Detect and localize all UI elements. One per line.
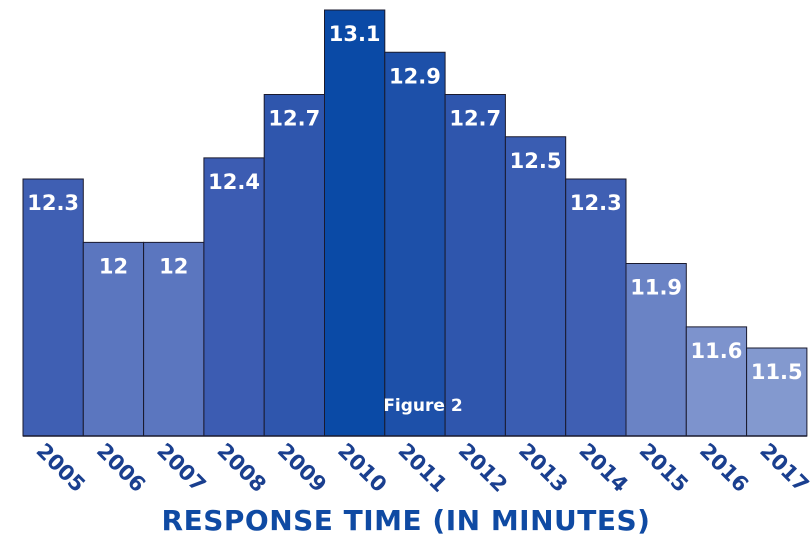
- value-label-2010: 13.1: [329, 22, 381, 46]
- bar-2005: [22, 178, 84, 437]
- figure-annotation: Figure 2: [383, 396, 462, 416]
- value-label-2005: 12.3: [27, 191, 79, 215]
- x-tick-2013: 2013: [514, 439, 572, 497]
- value-label-2013: 12.5: [510, 149, 562, 173]
- value-label-2007: 12: [159, 254, 188, 278]
- value-label-2015: 11.9: [630, 276, 682, 300]
- bar-2010: [324, 9, 386, 437]
- x-tick-2015: 2015: [635, 439, 693, 497]
- value-label-2006: 12: [99, 254, 128, 278]
- value-label-2016: 11.6: [691, 339, 743, 363]
- x-tick-2014: 2014: [574, 439, 632, 497]
- bar-2016: [685, 326, 748, 437]
- x-tick-2007: 2007: [152, 439, 210, 497]
- x-tick-2006: 2006: [92, 439, 150, 497]
- value-label-2014: 12.3: [570, 191, 622, 215]
- value-label-2008: 12.4: [208, 170, 260, 194]
- bar-2014: [565, 178, 627, 437]
- x-tick-2016: 2016: [695, 439, 753, 497]
- bar-2011: [384, 51, 446, 437]
- bar-2008: [203, 157, 265, 437]
- x-tick-labels-group: 2005 2006 2007 2008 2009 2010 2011 2012 2013 2014…: [32, 439, 812, 497]
- x-tick-2010: 2010: [333, 439, 391, 497]
- bar-2006: [82, 241, 145, 437]
- bars-group: [22, 9, 808, 437]
- x-tick-2008: 2008: [213, 439, 271, 497]
- value-label-2017: 11.5: [751, 360, 803, 384]
- x-tick-2011: 2011: [393, 439, 451, 497]
- bar-2007: [143, 241, 205, 437]
- value-labels-group: 12.3 12 12 12.4 12.7 13.1 12.9 12.7 12.5 12.3 11.9…: [27, 22, 802, 384]
- value-label-2009: 12.7: [268, 107, 320, 131]
- value-label-2012: 12.7: [449, 107, 501, 131]
- bar-2012: [444, 94, 506, 437]
- x-tick-2017: 2017: [755, 439, 812, 497]
- bar-2009: [263, 94, 326, 437]
- x-tick-2005: 2005: [32, 439, 90, 497]
- value-label-2011: 12.9: [389, 64, 441, 88]
- chart-title: RESPONSE TIME (IN MINUTES): [161, 504, 651, 537]
- x-tick-2012: 2012: [454, 439, 512, 497]
- x-tick-2009: 2009: [273, 439, 331, 497]
- bar-2013: [504, 136, 567, 437]
